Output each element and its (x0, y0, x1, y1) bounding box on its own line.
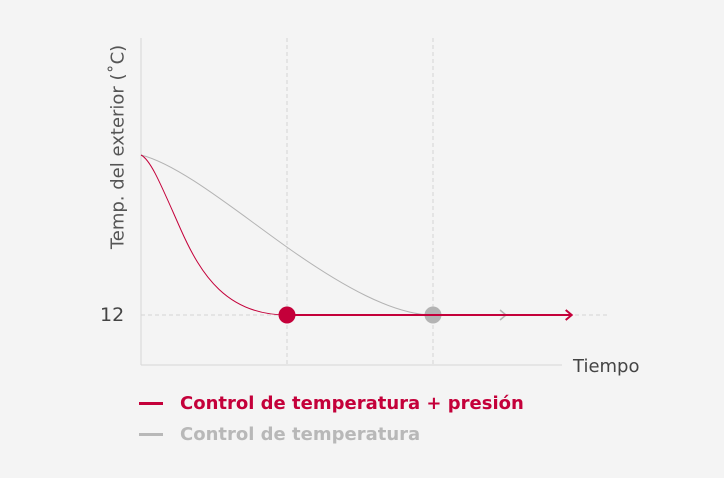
series-settle-point-0 (278, 306, 296, 324)
series-curve-0 (140, 154, 288, 316)
legend-item-temp: Control de temperatura (139, 424, 420, 445)
y-axis-label: Temp. del exterior (˚C) (107, 44, 129, 250)
legend-label: Control de temperatura (180, 424, 421, 445)
legend-swatch (139, 402, 163, 405)
y-tick-label: 12 (100, 304, 125, 326)
legend-item-temp-pressure: Control de temperatura + presión (139, 393, 524, 414)
legend-swatch (139, 433, 163, 436)
series-arrow-0 (565, 309, 574, 321)
legend-label: Control de temperatura + presión (180, 393, 524, 414)
series-curve-1 (140, 154, 434, 316)
x-axis-label: Tiempo (573, 356, 640, 377)
